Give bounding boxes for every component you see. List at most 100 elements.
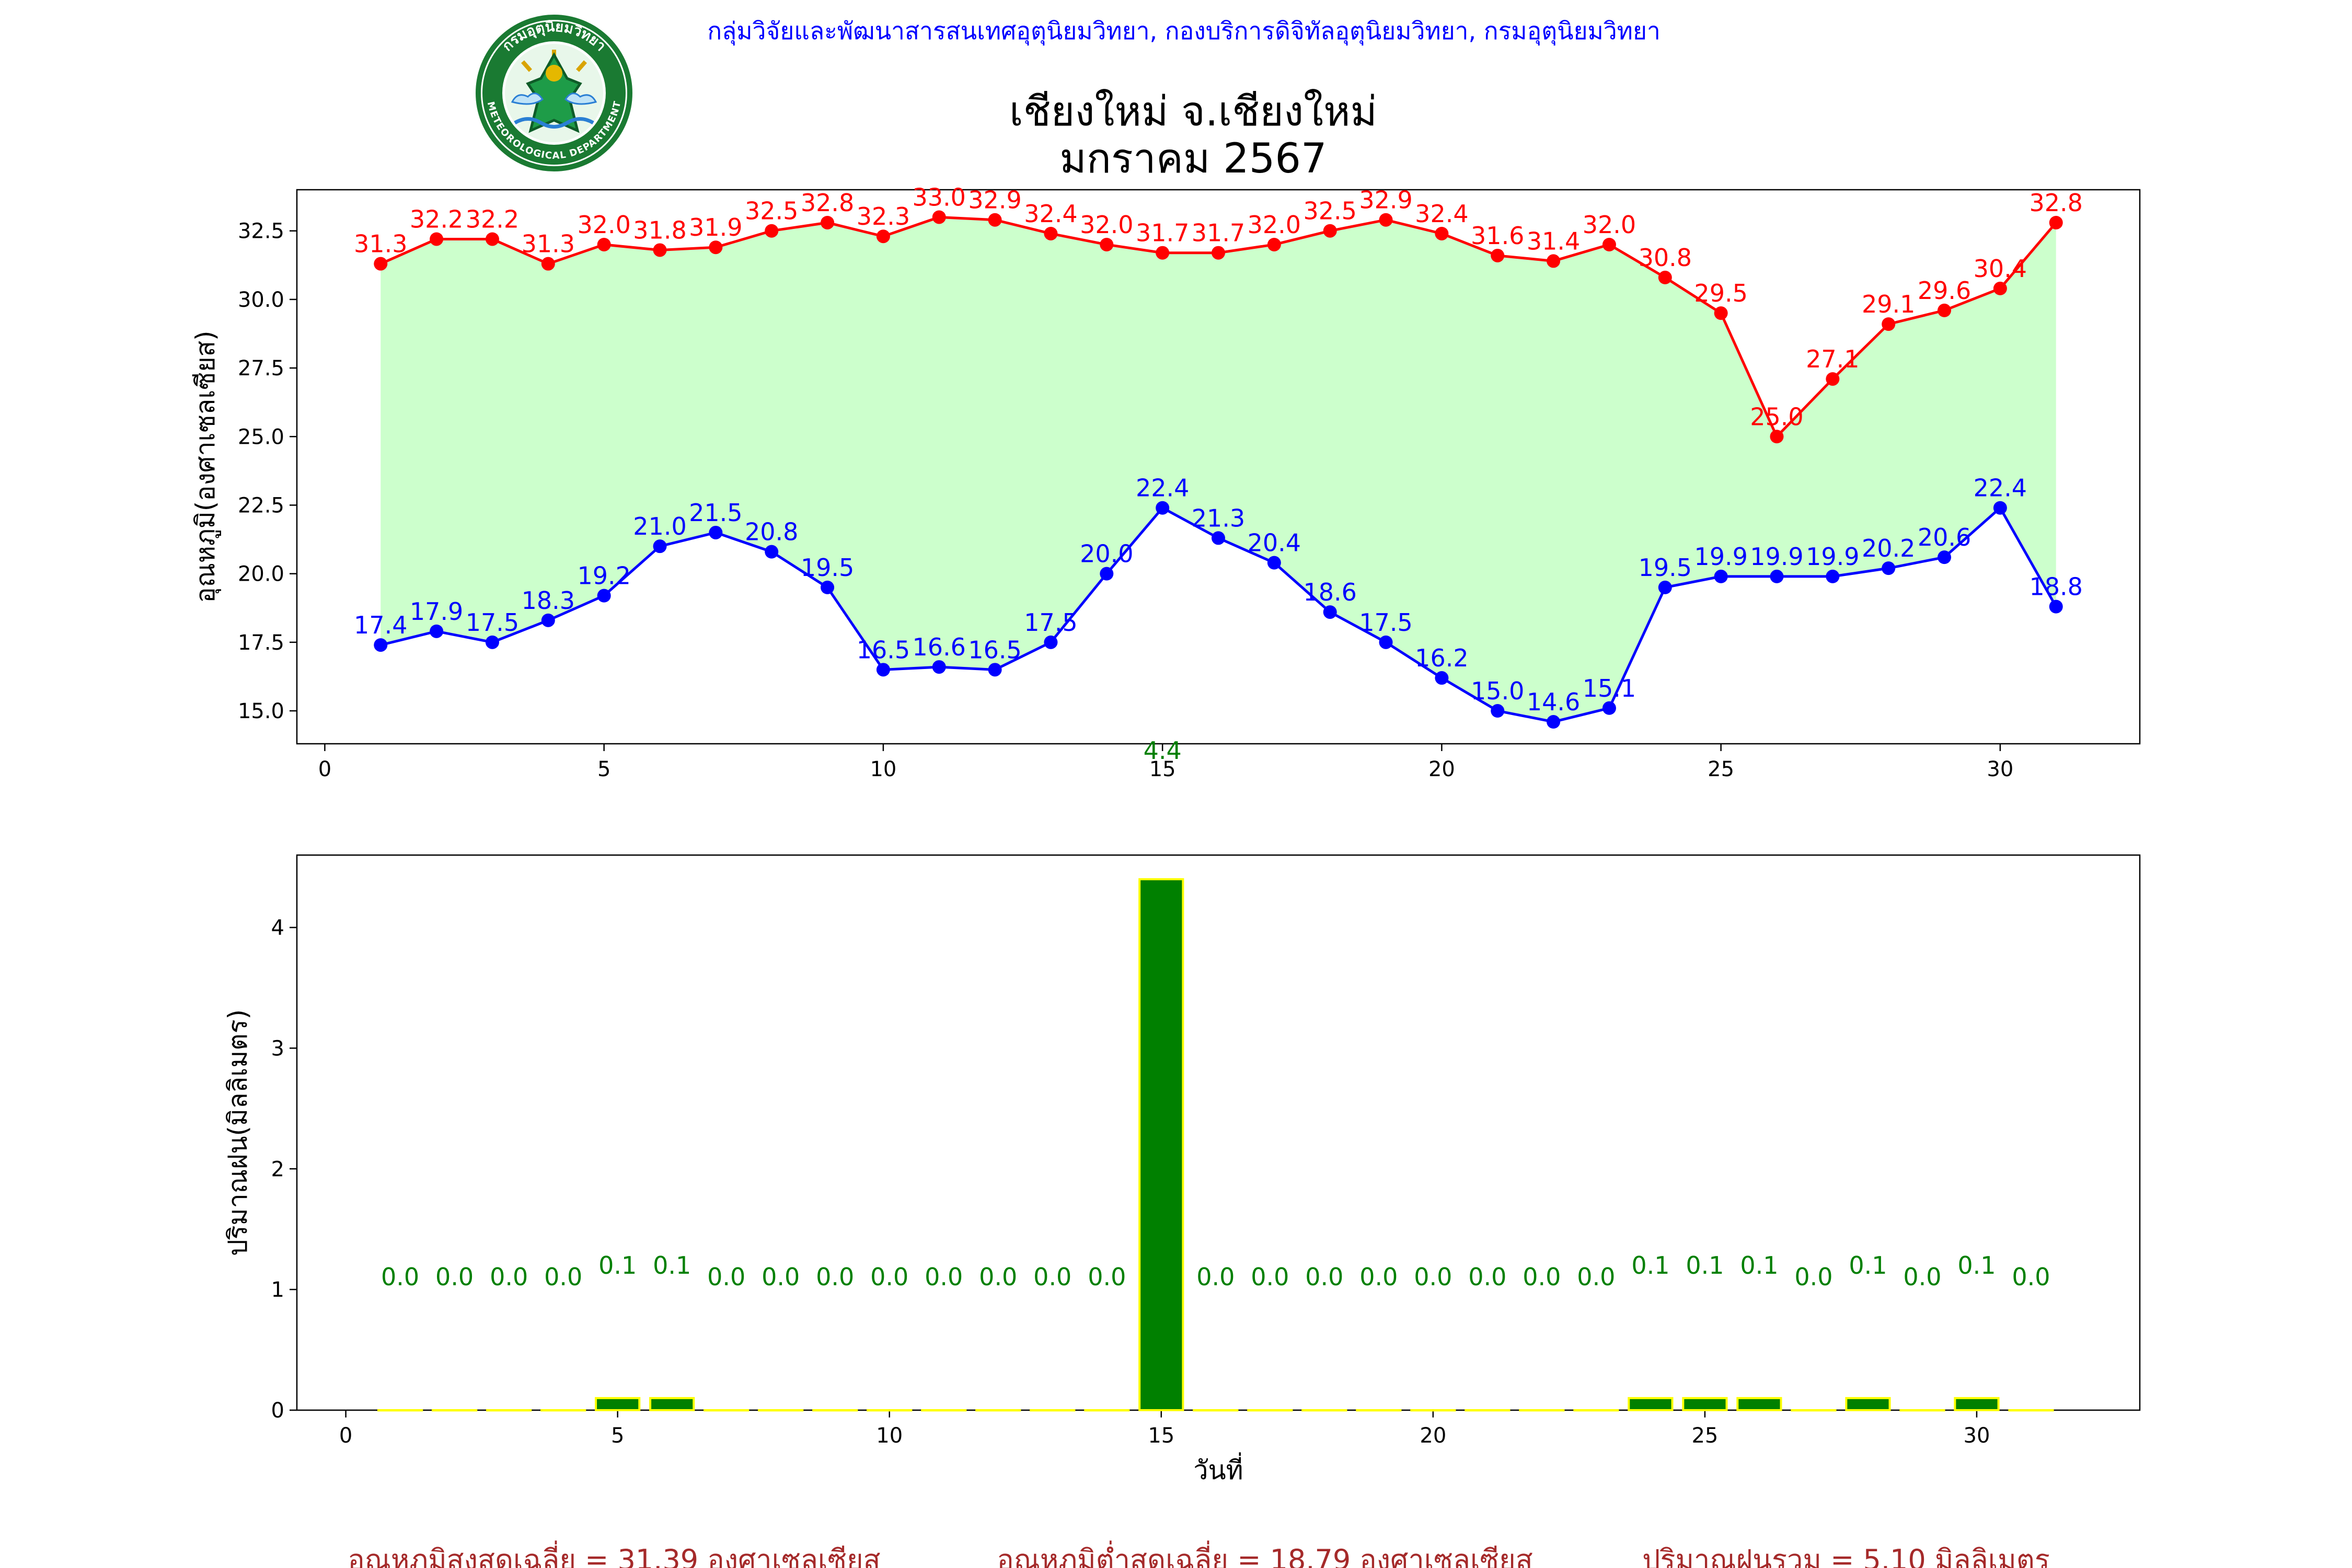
max-temp-label: 31.7: [1136, 219, 1189, 247]
max-temp-point: [1435, 226, 1449, 240]
max-temp-label: 30.4: [1974, 255, 2027, 283]
rain-value-label: 0.0: [1903, 1263, 1941, 1291]
rain-bar: [1465, 1409, 1511, 1412]
min-temp-label: 19.5: [1639, 554, 1692, 582]
rain-value-label: 0.0: [490, 1263, 528, 1291]
min-temp-label: 22.4: [1136, 474, 1189, 502]
rain-bar: [704, 1409, 750, 1412]
min-temp-point: [1100, 567, 1114, 581]
rain-bar: [486, 1409, 532, 1412]
rain-x-tick-label: 20: [1420, 1424, 1446, 1448]
min-temp-label: 17.4: [354, 611, 407, 639]
rain-value-label: 0.0: [1359, 1263, 1398, 1291]
rain-bar: [1628, 1397, 1674, 1412]
summary-avg-min-temp: อุณหภูมิต่ำสุดเฉลี่ย = 18.79 องศาเซลเซีย…: [997, 1540, 1532, 1568]
min-temp-label: 14.6: [1527, 688, 1580, 716]
temp-y-tick-label: 32.5: [238, 220, 284, 244]
max-temp-label: 32.4: [1024, 200, 1077, 228]
min-temp-point: [1379, 635, 1393, 649]
rain-x-tick-label: 30: [1964, 1424, 1990, 1448]
rain-bar: [1791, 1409, 1837, 1412]
max-temp-label: 32.3: [857, 202, 910, 230]
min-temp-point: [1435, 671, 1449, 685]
rain-value-label: 0.1: [598, 1251, 637, 1279]
min-temp-label: 19.9: [1750, 543, 1803, 571]
logo-waves-icon: [514, 117, 594, 129]
logo-deity-figure-icon: [526, 52, 582, 133]
temp-y-tick-label: 30.0: [238, 288, 284, 312]
max-temp-point: [1770, 430, 1784, 444]
max-temp-label: 32.5: [1303, 197, 1356, 225]
rain-bar: [1084, 1409, 1130, 1412]
min-temp-point: [1993, 501, 2007, 515]
rain-y-tick-label: 4: [271, 916, 284, 940]
temp-x-tick-label: 15: [1149, 757, 1176, 781]
max-temp-point: [1044, 226, 1058, 240]
min-temp-point: [597, 589, 611, 603]
min-temp-point: [1156, 501, 1170, 515]
rain-x-tick-label: 5: [611, 1424, 624, 1448]
rain-y-tick-label: 2: [271, 1157, 284, 1181]
max-temp-label: 32.2: [410, 205, 463, 233]
min-temp-point: [1044, 635, 1058, 649]
max-temp-marks: 31.332.2 32.231.332.0 31.8 31.932.5 32.8 32.3…: [354, 183, 2083, 444]
min-temp-point: [2049, 599, 2063, 614]
rain-bar: [1138, 878, 1184, 1412]
min-temp-point: [1826, 569, 1840, 583]
max-temp-label: 31.4: [1527, 227, 1580, 255]
max-temp-point: [1100, 237, 1114, 251]
rain-value-label: 0.0: [1414, 1263, 1452, 1291]
max-temp-label: 29.6: [1918, 276, 1971, 305]
rain-value-label: 0.1: [1631, 1251, 1669, 1279]
max-temp-point: [1826, 372, 1840, 386]
min-temp-point: [932, 660, 946, 674]
rain-x-tick-label: 25: [1691, 1424, 1718, 1448]
min-temp-point: [765, 545, 779, 559]
summary-avg-max-temp: อุณหภูมิสูงสุดเฉลี่ย = 31.39 องศาเซลเซีย…: [348, 1540, 880, 1568]
max-temp-label: 32.0: [577, 211, 630, 239]
rain-bar: [867, 1409, 913, 1412]
max-temp-point: [1547, 254, 1561, 268]
max-temp-label: 32.5: [745, 197, 798, 225]
min-temp-point: [541, 613, 555, 627]
rain-value-label: 0.0: [1088, 1263, 1126, 1291]
logo-cloud-icon: [511, 93, 597, 105]
min-temp-label: 19.2: [577, 562, 630, 590]
min-temp-label: 20.0: [1080, 540, 1133, 568]
temp-y-tick-label: 25.0: [238, 425, 284, 449]
max-temp-point: [765, 224, 779, 238]
rain-value-label: 0.0: [816, 1263, 854, 1291]
rain-bar: [975, 1409, 1021, 1412]
max-temp-label: 27.1: [1806, 345, 1859, 373]
rain-value-label: 0.0: [1033, 1263, 1071, 1291]
min-temp-label: 18.3: [522, 586, 575, 615]
rain-bar: [595, 1397, 641, 1412]
rain-bar: [1030, 1409, 1076, 1412]
rain-value-label: 0.1: [1849, 1251, 1887, 1279]
rain-y-tick-label: 0: [271, 1399, 284, 1423]
rain-value-label: 0.0: [870, 1263, 908, 1291]
max-temp-label: 25.0: [1750, 402, 1803, 431]
max-temp-label: 32.4: [1415, 200, 1468, 228]
temp-x-tick-label: 10: [870, 757, 896, 781]
max-temp-label: 32.0: [1080, 211, 1133, 239]
max-temp-point: [430, 232, 444, 246]
min-temp-point: [1658, 580, 1672, 594]
min-temp-label: 19.9: [1694, 543, 1747, 571]
max-temp-point: [541, 257, 555, 271]
max-temp-label: 32.0: [1248, 211, 1301, 239]
min-temp-label: 16.5: [857, 636, 910, 664]
rain-y-tick-label: 1: [271, 1278, 284, 1302]
tmd-logo: กรมอุตุนิยมวิทยา METEOROLOGICAL DEPARTME…: [476, 15, 632, 171]
rain-value-label: 0.0: [979, 1263, 1017, 1291]
min-temp-point: [1547, 715, 1561, 729]
max-temp-label: 31.8: [633, 216, 686, 244]
temp-x-tick-label: 30: [1987, 757, 2013, 781]
chart-title-line2: มกราคม 2567: [1059, 135, 1327, 182]
rain-bar: [377, 1409, 423, 1412]
rain-value-label: 0.1: [1686, 1251, 1724, 1279]
max-temp-point: [1938, 303, 1952, 317]
rain-value-label: 0.0: [1577, 1263, 1615, 1291]
